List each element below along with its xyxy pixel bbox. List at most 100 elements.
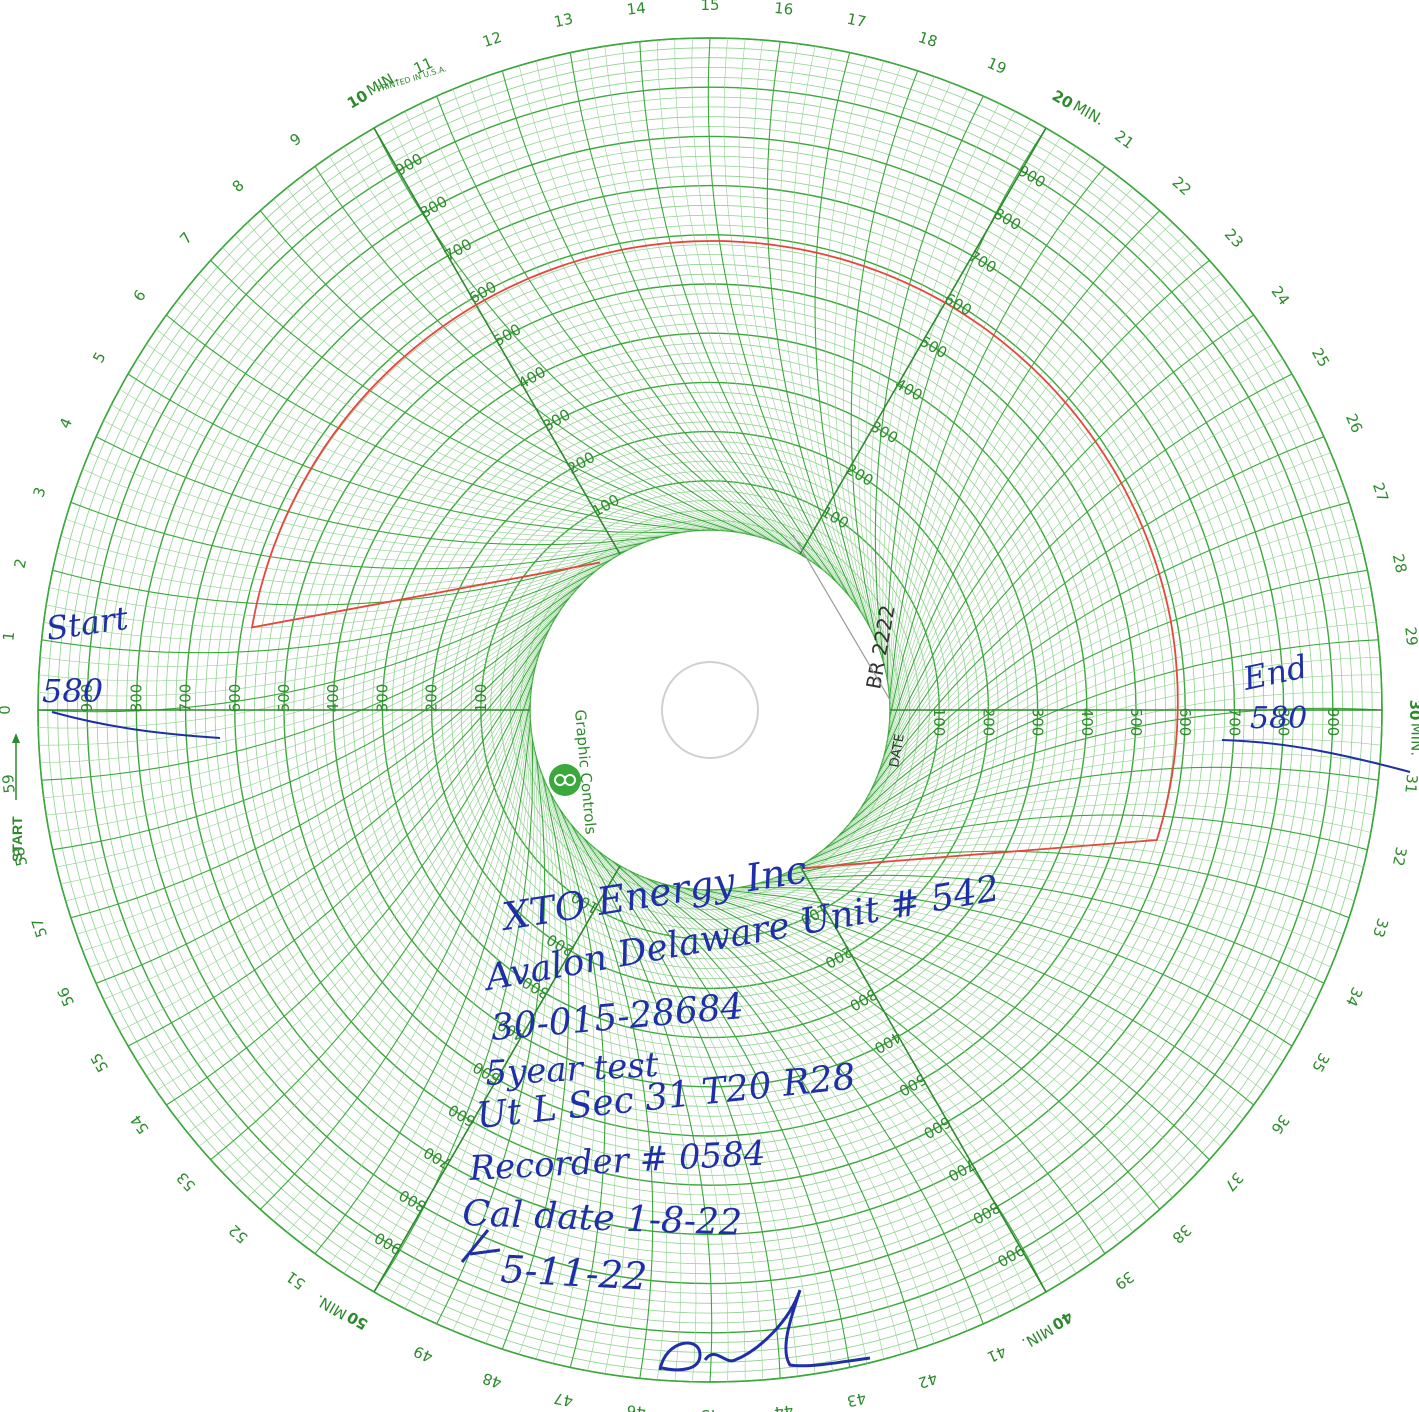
pressure-tick-label: 200 <box>822 942 856 972</box>
pressure-tick-label: 800 <box>396 1186 430 1216</box>
time-arc <box>806 779 1377 863</box>
time-arc <box>501 70 807 559</box>
time-arc <box>38 577 588 746</box>
minute-label: 34 <box>1342 984 1366 1009</box>
time-arc <box>723 38 852 599</box>
time-arc <box>452 89 794 551</box>
time-arc <box>864 82 952 652</box>
time-arc <box>874 95 984 661</box>
time-arc <box>864 485 1344 803</box>
time-arc <box>314 721 531 1255</box>
minute-label: 55 <box>87 1050 112 1076</box>
time-arc <box>127 647 542 1047</box>
time-arc <box>577 832 746 1382</box>
pressure-tick-label: 500 <box>275 684 293 713</box>
time-arc <box>881 343 1274 764</box>
minute-label: 7 <box>176 229 196 248</box>
minute-label: 37 <box>1221 1169 1247 1195</box>
time-arc <box>176 670 535 1120</box>
time-arc <box>647 878 1047 1293</box>
time-arc <box>119 389 675 535</box>
minute-label: 36 <box>1267 1111 1293 1137</box>
time-arc <box>373 127 773 542</box>
time-arc <box>776 850 1350 919</box>
time-arc <box>721 889 1255 1106</box>
time-arc <box>273 198 741 533</box>
time-arc <box>565 817 682 1382</box>
time-arc <box>485 76 803 556</box>
time-arc <box>562 813 667 1380</box>
time-arc <box>869 452 1331 794</box>
minute-label: 49 <box>411 1342 436 1366</box>
pressure-tick-label: 300 <box>867 417 901 447</box>
time-arc <box>749 882 1309 1016</box>
time-arc <box>420 103 786 547</box>
time-arc <box>656 881 1077 1274</box>
pressure-tick-label: 800 <box>417 192 451 222</box>
hand-note-line: 30-015-28684 <box>489 986 745 1049</box>
time-arc <box>373 740 534 1293</box>
time-arc <box>789 825 1364 872</box>
minute-label: 47 <box>552 1389 574 1411</box>
time-arc <box>389 119 777 543</box>
time-arc <box>838 639 1379 836</box>
time-arc <box>834 60 885 635</box>
time-arc <box>82 468 652 556</box>
time-arc <box>861 501 1350 807</box>
pressure-tick-label: 300 <box>373 684 391 713</box>
minute-label: 28 <box>1389 552 1411 574</box>
time-arc <box>587 842 798 1377</box>
minute-label: 43 <box>845 1389 867 1411</box>
time-arc <box>40 562 607 667</box>
time-arc <box>65 518 639 578</box>
time-arc <box>70 501 644 570</box>
pressure-tick-label: 300 <box>847 985 881 1015</box>
time-arc <box>626 869 968 1331</box>
time-arc <box>37 571 595 713</box>
time-arc <box>803 49 868 622</box>
time-arc <box>798 803 1371 868</box>
time-arc <box>580 835 763 1380</box>
minute-label: 2 <box>11 557 31 570</box>
time-arc <box>886 127 1047 680</box>
time-arc <box>568 821 697 1382</box>
minute-label: 38 <box>1169 1221 1195 1247</box>
pressure-tick-label: 400 <box>324 684 342 713</box>
time-arc <box>550 793 606 1368</box>
pressure-tick-label: 700 <box>441 235 475 265</box>
time-arc <box>56 548 631 595</box>
minute-label: 23 <box>1221 225 1247 251</box>
time-arc <box>828 691 1382 846</box>
start-indicator: START <box>9 733 25 862</box>
pressure-tick-label: 700 <box>421 1143 455 1173</box>
time-arc <box>358 735 533 1284</box>
time-arc <box>40 580 585 763</box>
minute-label: 46 <box>626 1401 647 1412</box>
time-arc <box>848 587 1371 826</box>
time-arc <box>639 41 836 582</box>
time-arc <box>609 859 902 1355</box>
center-pointer-line <box>792 534 891 701</box>
minute-label: 30 <box>1406 700 1419 721</box>
pressure-ring <box>509 509 911 911</box>
start-label: START <box>9 816 25 862</box>
time-arc <box>420 754 541 1317</box>
scale-line <box>373 865 621 1293</box>
time-arc <box>52 550 627 606</box>
time-arc <box>622 866 952 1338</box>
time-arc <box>555 802 628 1374</box>
minute-label: 4 <box>56 415 76 431</box>
pressure-tick-label: 200 <box>423 684 441 713</box>
minute-label: 44 <box>773 1401 794 1412</box>
time-arc <box>842 65 902 639</box>
time-arc <box>598 851 851 1368</box>
hand-start-word: Start <box>44 599 131 648</box>
minute-label: 52 <box>225 1221 251 1247</box>
time-arc <box>89 452 657 550</box>
time-arc <box>518 781 578 1355</box>
pressure-tick-label: 700 <box>966 247 1000 277</box>
time-arc <box>259 210 736 533</box>
time-arc <box>606 856 885 1360</box>
time-arc <box>300 176 750 535</box>
scale-line <box>799 865 1047 1293</box>
